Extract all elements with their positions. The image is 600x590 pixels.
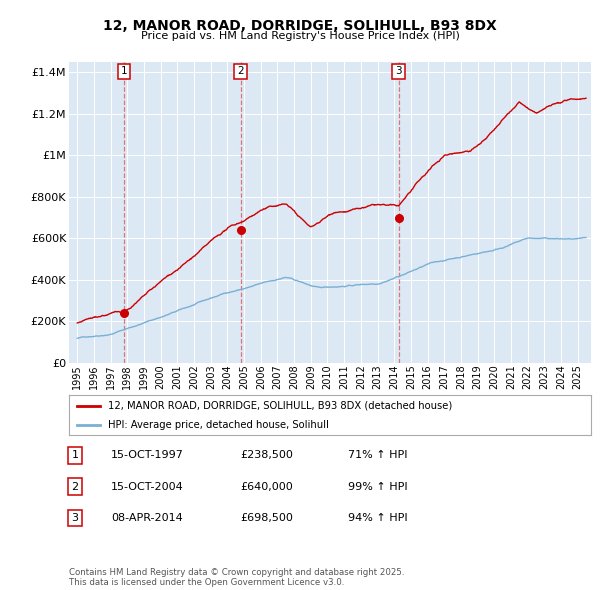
Text: Contains HM Land Registry data © Crown copyright and database right 2025.
This d: Contains HM Land Registry data © Crown c… xyxy=(69,568,404,587)
Text: £698,500: £698,500 xyxy=(240,513,293,523)
Text: £238,500: £238,500 xyxy=(240,451,293,460)
Text: Price paid vs. HM Land Registry's House Price Index (HPI): Price paid vs. HM Land Registry's House … xyxy=(140,31,460,41)
Text: 71% ↑ HPI: 71% ↑ HPI xyxy=(348,451,407,460)
Text: 2: 2 xyxy=(237,67,244,77)
Text: 3: 3 xyxy=(71,513,79,523)
Text: 3: 3 xyxy=(395,67,402,77)
Text: 94% ↑ HPI: 94% ↑ HPI xyxy=(348,513,407,523)
Text: 2: 2 xyxy=(71,482,79,491)
Text: 12, MANOR ROAD, DORRIDGE, SOLIHULL, B93 8DX (detached house): 12, MANOR ROAD, DORRIDGE, SOLIHULL, B93 … xyxy=(108,401,452,411)
Text: £640,000: £640,000 xyxy=(240,482,293,491)
Text: 1: 1 xyxy=(71,451,79,460)
Text: 1: 1 xyxy=(121,67,127,77)
Text: 08-APR-2014: 08-APR-2014 xyxy=(111,513,183,523)
Text: HPI: Average price, detached house, Solihull: HPI: Average price, detached house, Soli… xyxy=(108,420,329,430)
Text: 99% ↑ HPI: 99% ↑ HPI xyxy=(348,482,407,491)
Text: 12, MANOR ROAD, DORRIDGE, SOLIHULL, B93 8DX: 12, MANOR ROAD, DORRIDGE, SOLIHULL, B93 … xyxy=(103,19,497,33)
Text: 15-OCT-2004: 15-OCT-2004 xyxy=(111,482,184,491)
Text: 15-OCT-1997: 15-OCT-1997 xyxy=(111,451,184,460)
